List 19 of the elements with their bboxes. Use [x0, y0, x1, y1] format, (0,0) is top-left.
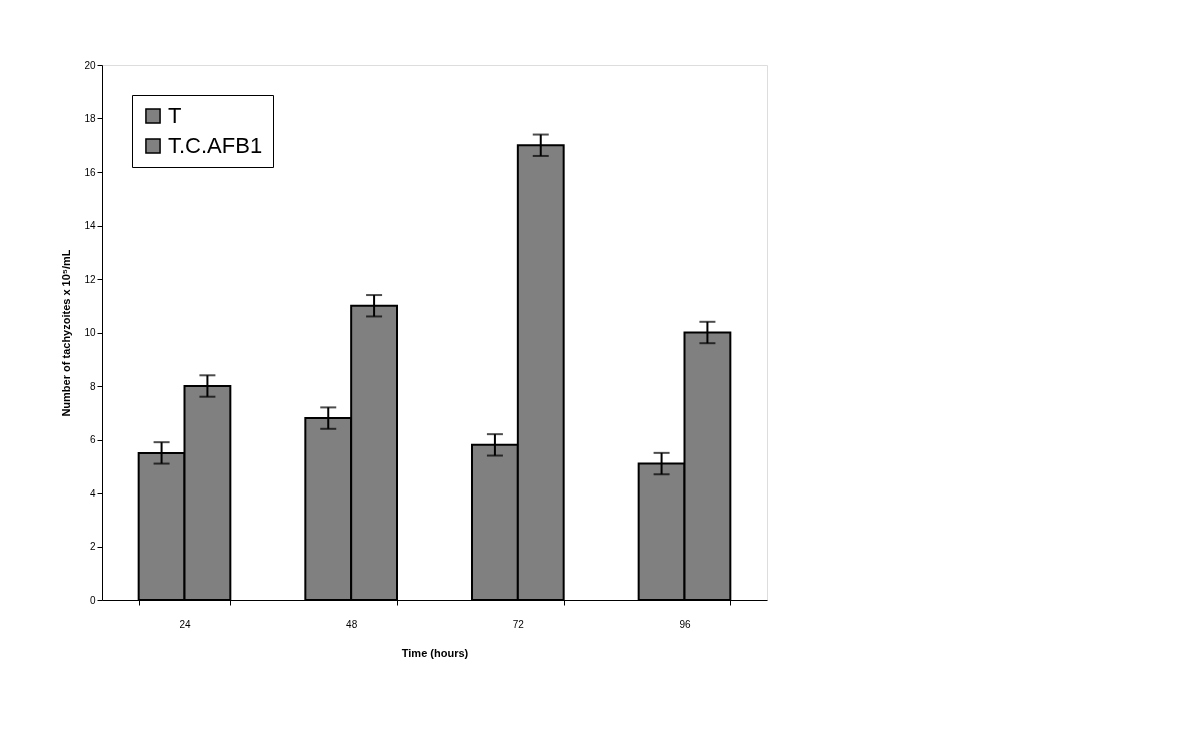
x-tick-label: 96	[679, 618, 691, 630]
legend-label: T	[168, 103, 182, 128]
y-tick-label: 4	[89, 487, 96, 499]
x-tick-label: 24	[179, 618, 191, 630]
y-axis-title: Number of tachyzoites x 10⁵/mL	[60, 249, 73, 417]
y-tick-label: 10	[84, 327, 96, 338]
y-tick-label: 6	[89, 434, 96, 445]
x-tick-label: 72	[512, 618, 525, 630]
y-tick-label: 14	[84, 220, 96, 231]
y-tick-label: 20	[84, 59, 96, 71]
y-tick-label: 0	[89, 594, 96, 606]
y-tick-label: 8	[89, 380, 96, 392]
y-tick-label: 12	[84, 273, 96, 285]
y-tick-label: 16	[84, 166, 96, 178]
x-tick-label: 48	[346, 618, 358, 630]
x-axis-title: Time (hours)	[401, 646, 469, 659]
y-tick-label: 2	[89, 541, 96, 552]
legend-label: T.C.AFB1	[168, 133, 263, 158]
y-tick-label: 18	[84, 113, 96, 124]
